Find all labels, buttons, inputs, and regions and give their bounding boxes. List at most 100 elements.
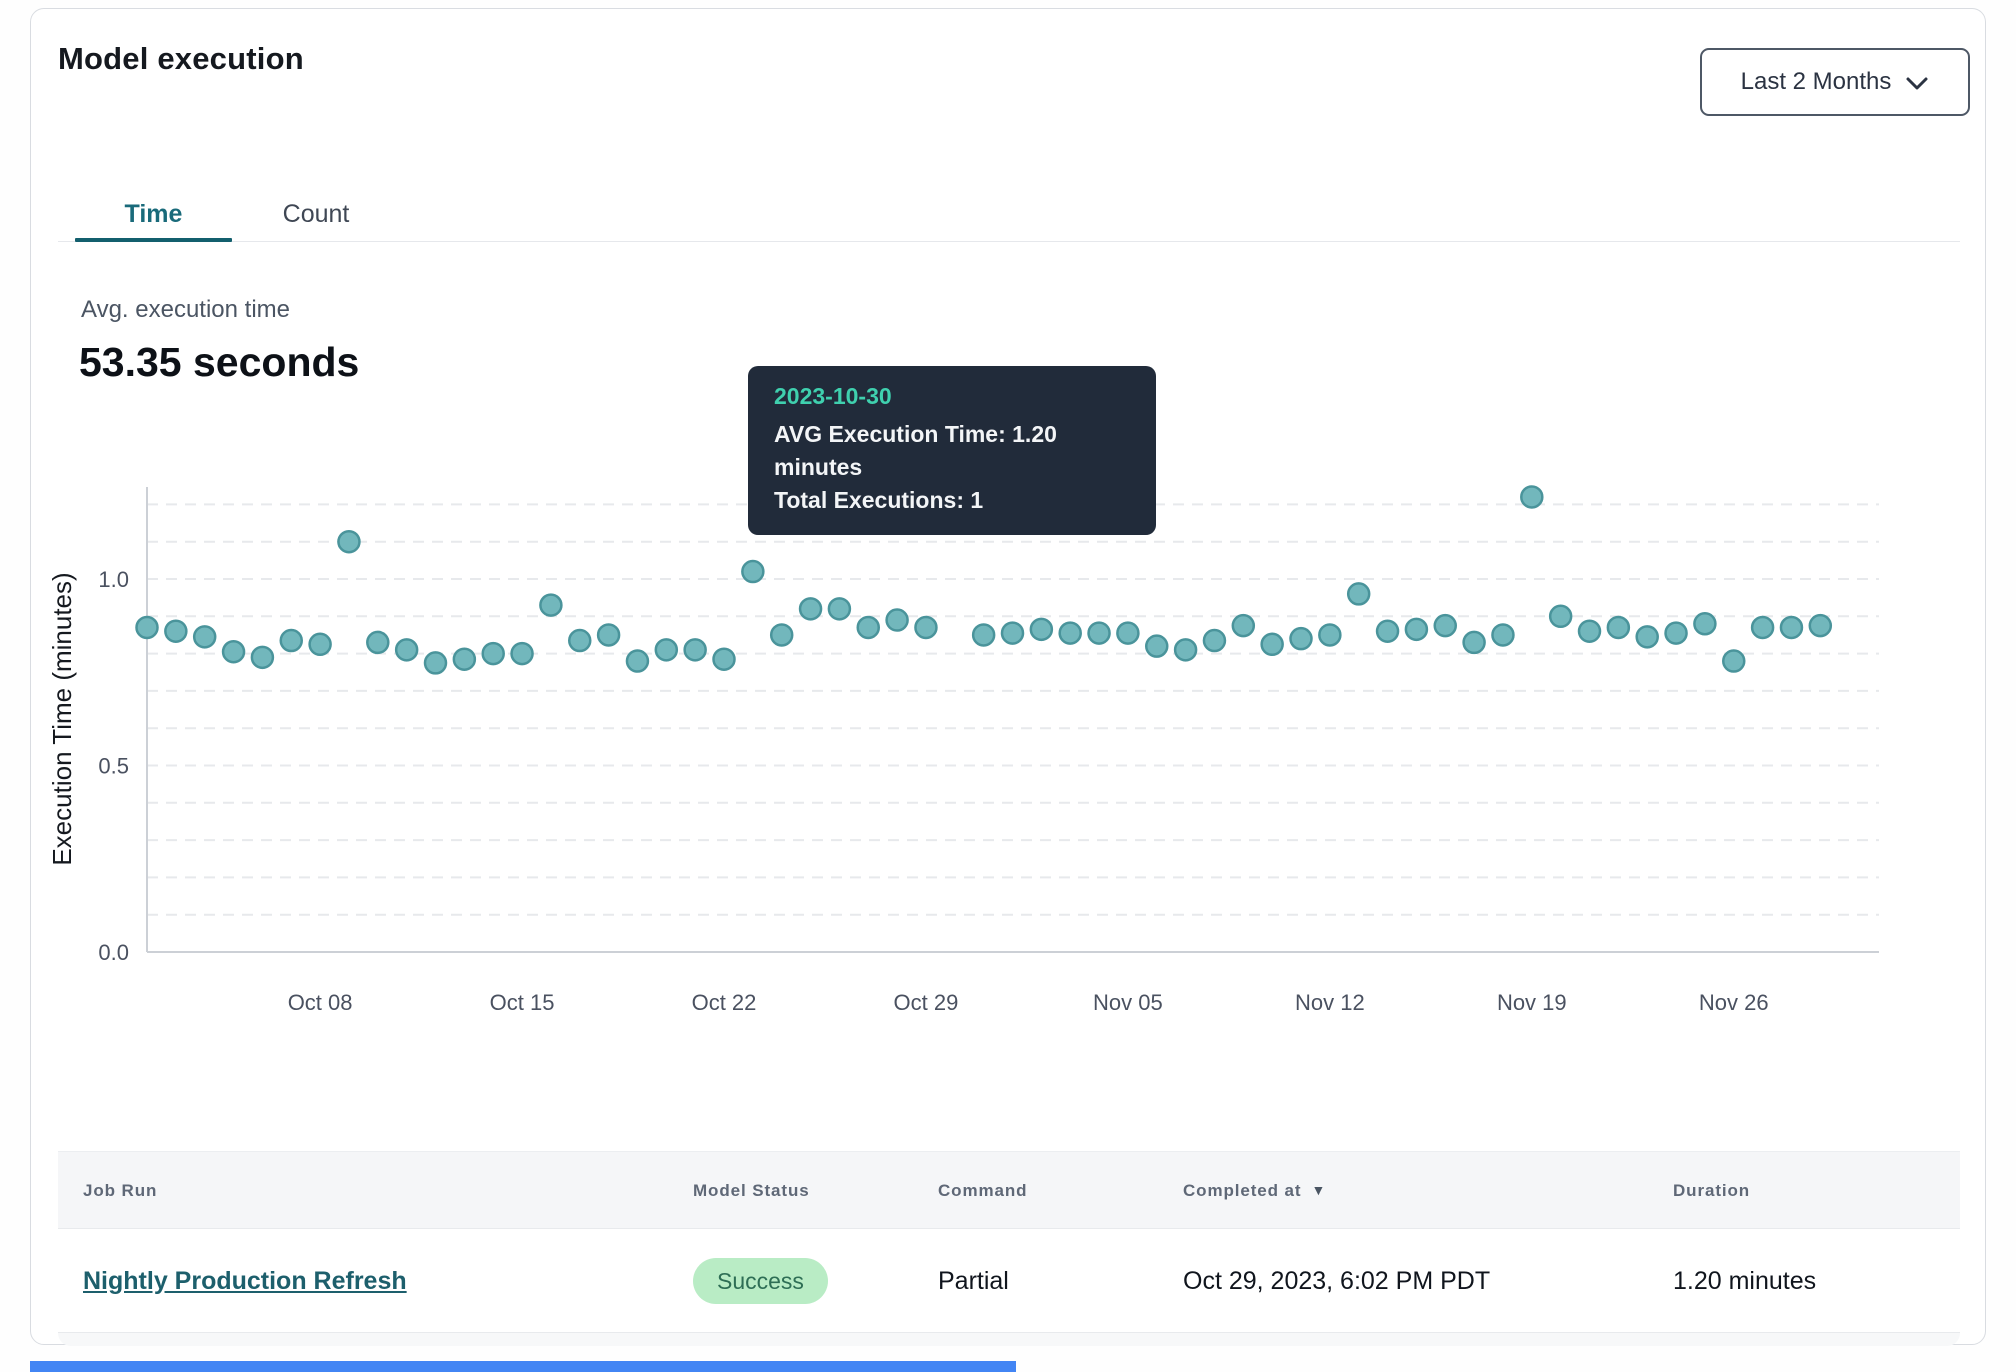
data-point[interactable] <box>1491 623 1515 647</box>
x-tick-label: Oct 29 <box>894 990 959 1015</box>
column-header-duration[interactable]: Duration <box>1673 1181 1751 1200</box>
data-point[interactable] <box>1058 621 1082 645</box>
data-point[interactable] <box>568 628 592 653</box>
data-point[interactable] <box>1433 613 1457 638</box>
execution-scatter-chart[interactable]: 0.0 0.5 1.0 Execution Time (minutes) Oct 08 O… <box>31 461 1987 1061</box>
data-point[interactable] <box>1635 625 1659 649</box>
data-point[interactable] <box>250 645 275 670</box>
data-point[interactable] <box>394 638 419 662</box>
data-point[interactable] <box>1375 619 1400 643</box>
x-tick-label: Oct 08 <box>288 990 353 1015</box>
data-point[interactable] <box>510 641 534 666</box>
model-runs-table: Job Run Model Status Command Completed a… <box>58 1151 1960 1346</box>
data-point[interactable] <box>1548 604 1573 629</box>
table-header-row: Job Run Model Status Command Completed a… <box>58 1151 1960 1229</box>
completed-at-cell: Oct 29, 2023, 6:02 PM PDT <box>1183 1266 1491 1295</box>
tooltip-total-line: Total Executions: 1 <box>774 487 984 513</box>
data-point[interactable] <box>1260 632 1284 657</box>
data-point[interactable] <box>1693 612 1717 636</box>
date-range-dropdown[interactable]: Last 2 Months <box>1700 48 1970 116</box>
tab-count[interactable]: Count <box>263 187 369 241</box>
x-tick-label: Nov 26 <box>1699 990 1769 1015</box>
data-point[interactable] <box>741 559 765 584</box>
data-point[interactable] <box>221 639 246 664</box>
date-range-label: Last 2 Months <box>1740 68 1892 95</box>
data-point[interactable] <box>164 619 188 643</box>
y-tick-label: 0.0 <box>98 940 129 965</box>
data-point[interactable] <box>1750 615 1775 640</box>
avg-execution-time-value: 53.35 seconds <box>79 339 360 385</box>
model-status-cell: Success <box>693 1229 828 1333</box>
chevron-down-icon <box>1905 73 1929 92</box>
data-point[interactable] <box>625 649 650 673</box>
data-point[interactable] <box>827 597 852 621</box>
data-point[interactable] <box>366 630 390 655</box>
data-point[interactable] <box>452 647 477 671</box>
tab-count-label: Count <box>282 199 350 228</box>
tooltip-date: 2023-10-30 <box>774 383 892 409</box>
data-point[interactable] <box>1231 613 1256 638</box>
data-point[interactable] <box>1029 617 1054 642</box>
data-point[interactable] <box>885 608 909 632</box>
job-run-link[interactable]: Nightly Production Refresh <box>83 1266 407 1295</box>
data-point[interactable] <box>1346 582 1371 606</box>
data-point[interactable] <box>1577 619 1602 643</box>
tab-time[interactable]: Time <box>76 187 231 241</box>
data-point[interactable] <box>135 615 159 640</box>
data-point[interactable] <box>1779 615 1804 640</box>
tab-time-label: Time <box>124 199 183 228</box>
column-header-command[interactable]: Command <box>938 1181 1028 1200</box>
x-tick-label: Nov 05 <box>1093 990 1163 1015</box>
data-point[interactable] <box>1462 630 1486 655</box>
data-point[interactable] <box>1173 638 1198 662</box>
data-point[interactable] <box>481 641 505 666</box>
data-point[interactable] <box>914 615 938 640</box>
data-point[interactable] <box>1000 621 1025 645</box>
data-point[interactable] <box>1116 621 1140 645</box>
data-point[interactable] <box>192 625 217 649</box>
data-point[interactable] <box>856 615 880 640</box>
column-header-job-run[interactable]: Job Run <box>83 1181 158 1200</box>
x-tick-label: Oct 15 <box>490 990 555 1015</box>
x-tick-label: Nov 19 <box>1497 990 1567 1015</box>
x-tick-label: Nov 12 <box>1295 990 1365 1015</box>
column-header-completed-at-label: Completed at <box>1183 1181 1302 1200</box>
data-point[interactable] <box>337 529 361 554</box>
data-point[interactable] <box>279 628 303 653</box>
data-point[interactable] <box>769 623 794 647</box>
data-point[interactable] <box>712 647 736 671</box>
x-tick-label: Oct 22 <box>692 990 757 1015</box>
data-point[interactable] <box>1520 485 1544 509</box>
data-point[interactable] <box>1145 634 1169 658</box>
sort-desc-icon[interactable]: ▼ <box>1311 1182 1327 1198</box>
data-point[interactable] <box>798 597 823 621</box>
avg-execution-time-label: Avg. execution time <box>81 296 291 323</box>
data-point[interactable] <box>539 593 563 617</box>
data-point[interactable] <box>1318 623 1342 647</box>
job-run-cell: Nightly Production Refresh <box>83 1229 407 1333</box>
data-point[interactable] <box>683 638 707 662</box>
data-point[interactable] <box>1087 621 1111 645</box>
data-point[interactable] <box>654 638 679 662</box>
chart-tooltip: 2023-10-30 AVG Execution Time: 1.20 minu… <box>748 366 1156 535</box>
data-point[interactable] <box>1808 613 1833 638</box>
status-badge: Success <box>693 1258 828 1304</box>
data-point[interactable] <box>1722 649 1746 673</box>
data-point[interactable] <box>423 651 448 675</box>
data-point[interactable] <box>1202 628 1227 653</box>
data-point[interactable] <box>1664 621 1688 645</box>
tooltip-avg-line: AVG Execution Time: 1.20 minutes <box>774 421 1057 480</box>
page-title: Model execution <box>58 41 304 76</box>
column-header-completed-at[interactable]: Completed at ▼ <box>1183 1152 1326 1230</box>
data-point[interactable] <box>1606 615 1631 640</box>
column-header-model-status[interactable]: Model Status <box>693 1181 810 1200</box>
model-execution-card: Model execution Last 2 Months Time Count… <box>30 8 1987 1346</box>
data-point[interactable] <box>596 623 621 647</box>
y-tick-label: 0.5 <box>98 754 129 779</box>
data-point[interactable] <box>971 623 996 647</box>
duration-cell: 1.20 minutes <box>1673 1266 1817 1295</box>
data-point[interactable] <box>308 632 332 657</box>
data-point[interactable] <box>1289 626 1313 651</box>
data-point[interactable] <box>1404 617 1429 642</box>
